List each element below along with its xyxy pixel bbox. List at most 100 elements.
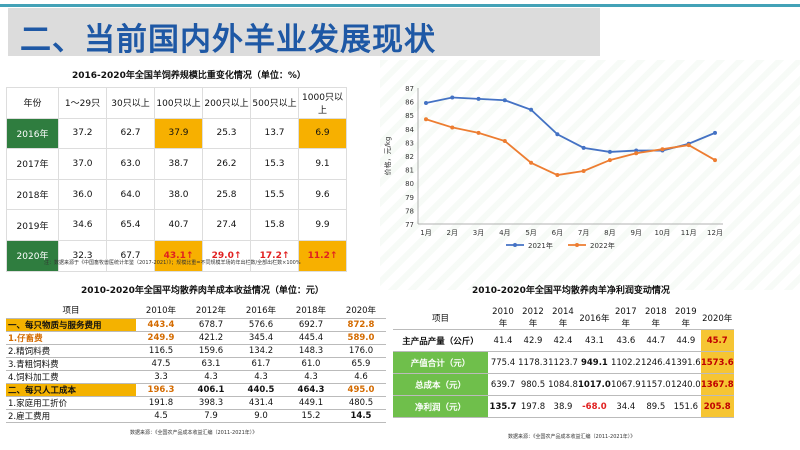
y-tick-label: 82 xyxy=(405,153,414,161)
y-tick-label: 78 xyxy=(405,207,414,215)
title-banner xyxy=(8,8,600,56)
table-cell: 949.1 xyxy=(578,351,611,374)
table-row: 2017年 37.0 63.0 38.7 26.2 15.3 9.1 xyxy=(6,148,347,180)
table-cell: 1017.0 xyxy=(578,373,611,396)
table-cell: 4.3 xyxy=(236,370,286,384)
table-header-row: 年份 1～29只 30只以上 100只以上 200只以上 500只以上 1000… xyxy=(6,87,347,119)
year-cell: 2016年 xyxy=(6,117,59,150)
header-cell: 100只以上 xyxy=(154,87,203,119)
highlight-cell: 37.9 xyxy=(154,117,203,150)
table-cell: 40.7 xyxy=(154,209,203,241)
x-tick-label: 10月 xyxy=(654,229,670,237)
table-cell: 678.7 xyxy=(186,318,236,332)
y-tick-label: 83 xyxy=(405,139,414,147)
table-cell: 4.5 xyxy=(136,409,186,423)
table-row: 2019年 34.6 65.4 40.7 27.4 15.8 9.9 xyxy=(6,209,347,241)
table-row: 2018年 36.0 64.0 38.0 25.8 15.5 9.6 xyxy=(6,178,347,211)
table-cell: 1240.0 xyxy=(670,373,701,396)
table-cell: 63.1 xyxy=(186,357,236,371)
highlight-cell: 6.9 xyxy=(298,117,347,150)
table-cell: 61.7 xyxy=(236,357,286,371)
y-tick-label: 79 xyxy=(405,194,414,202)
table-cell: 1084.8 xyxy=(548,373,578,396)
table-row: 产值合计（元） 775.4 1178.3 1123.7 949.1 1102.2… xyxy=(393,351,734,374)
row-label: 净利润（元） xyxy=(393,395,488,418)
table-cell: 32.3 xyxy=(58,239,107,272)
highlight-cell: 45.7 xyxy=(700,329,734,352)
table-row: 2.雇工费用 4.5 7.9 9.0 15.2 14.5 xyxy=(6,409,386,423)
highlight-cell: 205.8 xyxy=(700,395,734,418)
table-cell: 44.9 xyxy=(670,329,701,352)
table-cell: 449.1 xyxy=(286,396,336,410)
data-point xyxy=(686,143,691,148)
table-cell: 14.5 xyxy=(336,409,386,423)
data-point xyxy=(450,95,455,100)
table-cell: 406.1 xyxy=(186,383,236,397)
header-cell: 2020年 xyxy=(336,301,386,319)
table-row: 主产品产量（公斤） 41.4 42.9 42.4 43.1 43.6 44.7 … xyxy=(393,329,734,352)
table-cell: 15.8 xyxy=(250,209,299,241)
data-point xyxy=(634,151,639,156)
table-cell: 65.4 xyxy=(106,209,155,241)
table-cell: 980.5 xyxy=(518,373,548,396)
table-row: 3.青粗饲料费 47.5 63.1 61.7 61.0 65.9 xyxy=(6,357,386,371)
row-label: 一、每只物质与服务费用 xyxy=(6,318,136,332)
row-label: 二、每只人工成本 xyxy=(6,383,136,397)
table-cell: 345.4 xyxy=(236,331,286,345)
table-cell: 872.8 xyxy=(336,318,386,332)
row-label: 总成本（元） xyxy=(393,373,488,396)
price-line-chart: 77 78 79 80 81 82 83 84 85 86 87 价格，元/kg 1月 2月 3月 4月 5月 6… xyxy=(378,82,738,254)
table2-caption: 2010-2020年全国平均散养肉羊成本收益情况（单位：元） xyxy=(81,286,324,296)
x-tick-label: 12月 xyxy=(707,229,723,237)
header-cell: 2018年 xyxy=(286,301,336,319)
table-cell: 9.1 xyxy=(298,148,347,180)
highlight-cell: 1573.6 xyxy=(700,351,734,374)
header-cell: 2016年 xyxy=(578,307,611,330)
table-cell: 421.2 xyxy=(186,331,236,345)
table-cell: 42.4 xyxy=(548,329,578,352)
table-cell: 4.6 xyxy=(336,370,386,384)
x-tick-label: 1月 xyxy=(420,229,431,237)
table-cell: 1123.7 xyxy=(548,351,578,374)
table-cell: 1102.2 xyxy=(610,351,641,374)
header-cell: 30只以上 xyxy=(106,87,155,119)
table-cell: 443.4 xyxy=(136,318,186,332)
row-label: 2.精饲料费 xyxy=(6,344,136,358)
table-cell: 249.9 xyxy=(136,331,186,345)
data-point xyxy=(555,132,560,137)
table3-caption: 2010-2020年全国平均散养肉羊净利润变动情况 xyxy=(472,286,670,296)
row-label: 主产品产量（公斤） xyxy=(393,329,488,352)
header-cell: 项目 xyxy=(6,301,136,319)
year-cell: 2019年 xyxy=(6,209,59,241)
data-point xyxy=(607,158,612,163)
table-cell: 34.4 xyxy=(610,395,641,418)
header-cell: 2016年 xyxy=(236,301,286,319)
header-cell: 2019年 xyxy=(670,307,701,330)
table-cell: 43.6 xyxy=(610,329,641,352)
table-cell: 63.0 xyxy=(106,148,155,180)
year-cell: 2020年 xyxy=(6,239,59,272)
header-cell: 2012年 xyxy=(186,301,236,319)
legend-label: 2022年 xyxy=(590,241,615,250)
data-point xyxy=(450,125,455,130)
table-cell: 4.3 xyxy=(286,370,336,384)
table-cell: 1391.6 xyxy=(670,351,701,374)
table-cell: 196.3 xyxy=(136,383,186,397)
data-point xyxy=(581,168,586,173)
table-cell: 1246.4 xyxy=(640,351,671,374)
table-cell: 34.6 xyxy=(58,209,107,241)
x-tick-label: 6月 xyxy=(552,229,563,237)
y-tick-label: 85 xyxy=(405,112,414,120)
chart-svg: 77 78 79 80 81 82 83 84 85 86 87 价格，元/kg 1月 2月 3月 4月 5月 6… xyxy=(383,85,723,250)
header-cell: 2010年 xyxy=(488,307,518,330)
header-cell: 2014年 xyxy=(548,307,578,330)
table-cell: 47.5 xyxy=(136,357,186,371)
table-cell: 495.0 xyxy=(336,383,386,397)
table-row: 净利润（元） 135.7 197.8 38.9 -68.0 34.4 89.5 … xyxy=(393,395,734,418)
table-cell: 1178.3 xyxy=(518,351,548,374)
series-line xyxy=(425,118,716,176)
table3-note: 数据来源：《全国农产品成本收益汇编（2011-2021年）》 xyxy=(508,434,636,440)
net-profit-table: 项目 2010年 2012年 2014年 2016年 2017年 2018年 2… xyxy=(393,307,734,418)
table-cell: 1157.0 xyxy=(640,373,671,396)
table-cell: 67.7 xyxy=(106,239,155,272)
